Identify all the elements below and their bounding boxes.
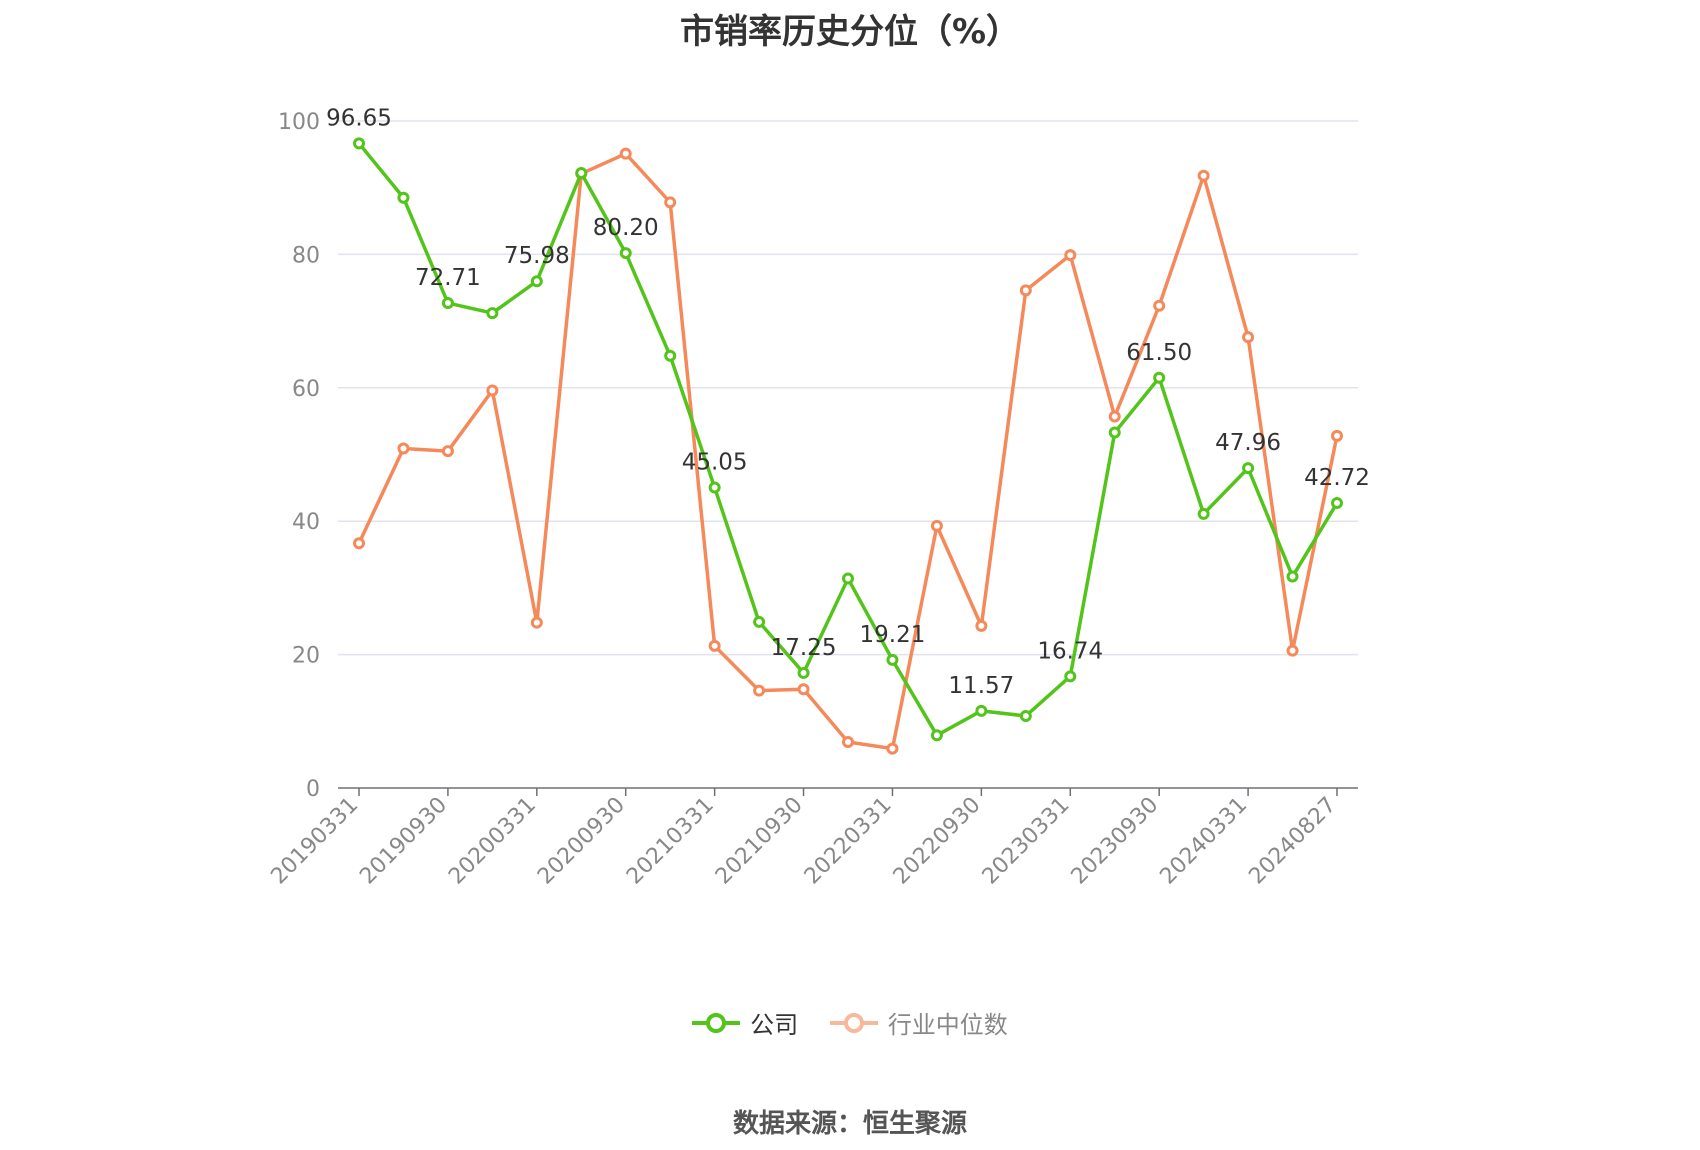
series-0-point-8 <box>708 481 721 494</box>
series-1-point-16 <box>1064 249 1077 262</box>
series-1-point-12 <box>886 742 899 755</box>
x-tick-label-20240331: 20240331 <box>1155 793 1252 890</box>
legend-industry-line-icon <box>829 1012 878 1033</box>
series-1-point-7 <box>664 196 677 209</box>
series-1-point-17 <box>1108 410 1121 423</box>
series-1-point-14 <box>975 619 988 632</box>
data-label-20240827: 42.72 <box>1304 465 1370 491</box>
legend-industry-label: 行业中位数 <box>887 1011 1008 1039</box>
series-0-point-16 <box>1064 670 1077 683</box>
series-0-point-4 <box>530 275 543 288</box>
series-0-point-12 <box>886 653 899 666</box>
x-tick-label-20230331: 20230331 <box>978 793 1075 890</box>
data-label-20240331: 47.96 <box>1215 430 1281 456</box>
data-label-20210930: 17.25 <box>771 635 837 661</box>
grid-lines <box>338 120 1358 656</box>
series-1-point-11 <box>842 735 854 748</box>
data-label-20210331: 45.05 <box>682 450 748 476</box>
series-layer <box>353 137 1343 755</box>
series-1-point-1 <box>397 442 410 455</box>
series-0-point-14 <box>975 704 988 717</box>
series-0-point-19 <box>1197 507 1210 520</box>
series-0-point-11 <box>842 572 854 585</box>
series-0-point-15 <box>1019 709 1032 722</box>
series-0-point-22 <box>1331 497 1343 510</box>
series-1-point-9 <box>753 684 766 697</box>
series-0-point-2 <box>441 297 454 310</box>
series-0-point-18 <box>1153 371 1166 384</box>
series-0-point-7 <box>664 349 677 362</box>
y-tick-label-20: 20 <box>292 644 320 669</box>
series-0-point-10 <box>797 666 810 679</box>
series-0-point-3 <box>486 307 499 320</box>
x-tick-label-20220930: 20220930 <box>889 793 986 890</box>
x-tick-label-20190930: 20190930 <box>355 793 452 890</box>
legend: 公司 行业中位数 <box>0 1005 1700 1041</box>
data-label-20190930: 72.71 <box>415 265 481 291</box>
data-label-20200331: 75.98 <box>504 243 570 269</box>
legend-company-line-icon <box>692 1012 741 1033</box>
y-tick-label-80: 80 <box>292 243 320 268</box>
series-0-point-0 <box>353 137 365 150</box>
series-1-point-15 <box>1019 284 1032 297</box>
x-tick-label-20190331: 20190331 <box>266 793 363 890</box>
series-1-point-22 <box>1331 429 1343 442</box>
axes: 0 20 40 60 80 100 2019033120190930202003312020… <box>266 110 1358 889</box>
series-0-point-17 <box>1108 426 1121 439</box>
series-1-point-6 <box>619 147 632 160</box>
series-0-point-21 <box>1286 570 1299 583</box>
data-labels: 96.65 72.71 75.98 80.20 45.05 17.25 19.21 11.57… <box>326 105 1370 698</box>
series-1-point-18 <box>1153 299 1166 312</box>
data-source: 数据来源：恒生聚源 <box>732 1109 967 1139</box>
data-label-20230930: 61.50 <box>1126 340 1192 366</box>
legend-item-industry[interactable]: 行业中位数 <box>829 1005 1008 1040</box>
series-1-point-3 <box>486 384 499 397</box>
series-0-point-20 <box>1242 462 1255 475</box>
series-1-point-13 <box>930 519 943 532</box>
series-1-point-0 <box>353 537 365 550</box>
series-0-point-13 <box>930 729 943 742</box>
x-tick-label-20200930: 20200930 <box>533 793 630 890</box>
data-label-20220930: 11.57 <box>948 673 1014 699</box>
data-label-20190331: 96.65 <box>326 105 392 131</box>
series-1-point-2 <box>441 445 454 458</box>
series-0-point-5 <box>575 167 588 180</box>
series-0-point-9 <box>753 615 766 628</box>
y-tick-label-0: 0 <box>306 777 320 802</box>
series-1-point-19 <box>1197 169 1210 182</box>
series-1-point-4 <box>530 616 543 629</box>
x-tick-label-20220331: 20220331 <box>800 793 897 890</box>
series-0-point-6 <box>619 247 632 260</box>
y-tick-label-100: 100 <box>278 110 320 135</box>
series-line-0 <box>357 141 1339 738</box>
data-label-20200930: 80.20 <box>593 215 659 241</box>
legend-item-company[interactable]: 公司 <box>692 1005 798 1040</box>
data-label-20220331: 19.21 <box>860 622 926 648</box>
y-tick-label-40: 40 <box>292 510 320 535</box>
series-0-point-1 <box>397 191 410 204</box>
x-tick-label-20210331: 20210331 <box>622 793 719 890</box>
x-tick-label-20210930: 20210930 <box>711 793 808 890</box>
series-1-point-21 <box>1286 644 1299 657</box>
y-tick-label-60: 60 <box>292 377 320 402</box>
data-label-20230331: 16.74 <box>1037 638 1103 664</box>
chart-title: 市销率历史分位（%） <box>679 12 1021 52</box>
x-tick-label-20240827: 20240827 <box>1244 793 1341 890</box>
series-1-point-10 <box>797 683 810 696</box>
x-tick-label-20200331: 20200331 <box>444 793 541 890</box>
legend-company-label: 公司 <box>750 1011 799 1039</box>
series-1-point-8 <box>708 639 721 652</box>
x-tick-label-20230930: 20230930 <box>1067 793 1164 890</box>
series-1-point-20 <box>1242 331 1255 344</box>
